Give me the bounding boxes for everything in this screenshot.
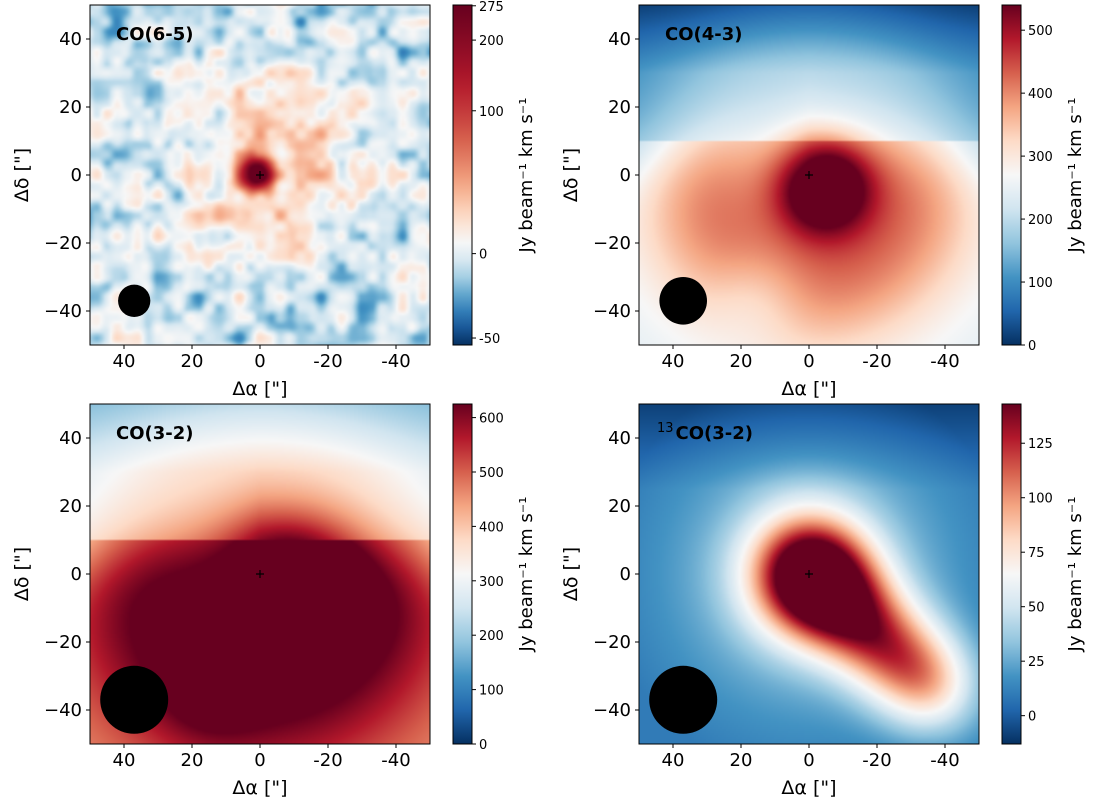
y-tick-label: −20 [593,233,631,254]
colorbar-tick-label: 200 [479,629,504,644]
x-tick-label: 0 [254,750,265,771]
colorbar-tick-label: 100 [1028,492,1053,507]
colorbar [1001,4,1022,346]
colorbar-tick-label: 0 [1028,710,1036,725]
x-tick-label: 0 [803,750,814,771]
y-tick-label: −20 [593,632,631,653]
y-tick-label: 40 [59,29,82,50]
colorbar-tick-label: 25 [1028,655,1045,670]
panel-title: 13 CO(3-2) [657,421,753,444]
colorbar-tick-label: 75 [1028,546,1045,561]
colorbar-tick-label: 600 [479,412,504,427]
x-tick-label: 0 [254,351,265,372]
x-tick-label: -20 [313,351,342,372]
panel-title: CO(3-2) [116,423,193,444]
y-tick-label: 0 [620,564,631,585]
center-marker [256,171,264,179]
colorbar-tick-label: 500 [1028,24,1053,39]
beam-ellipse [649,665,718,734]
colorbar [452,403,473,745]
y-tick-label: −40 [593,700,631,721]
y-tick-label: 40 [608,428,631,449]
y-axis-label: Δδ ["] [11,547,33,601]
colorbar-tick-label: 0 [479,738,487,753]
x-tick-label: 20 [181,351,204,372]
colorbar-tick-label: 500 [479,466,504,481]
beam-ellipse [118,284,151,317]
y-tick-label: −20 [44,632,82,653]
x-tick-label: -20 [862,750,891,771]
x-tick-label: 0 [803,351,814,372]
x-tick-label: -40 [381,351,410,372]
panel-4: 40 20 0 -20 -40 40 20 0 −20 −40 Δα ["] Δδ ["] 13 CO(3… [560,403,1086,799]
y-axis-label: Δδ ["] [560,547,582,601]
y-tick-label: 0 [71,564,82,585]
x-tick-label: 40 [113,351,136,372]
x-axis-label: Δα ["] [781,378,836,400]
x-tick-label: 20 [730,750,753,771]
x-tick-label: 40 [113,750,136,771]
y-tick-label: 20 [608,97,631,118]
x-tick-label: -20 [313,750,342,771]
x-tick-label: -20 [862,351,891,372]
y-tick-label: 40 [59,428,82,449]
colorbar [452,4,473,346]
x-axis-label: Δα ["] [232,378,287,400]
y-tick-label: 0 [620,165,631,186]
colorbar-tick-label: 125 [1028,437,1053,452]
colorbar-tick-label: 300 [479,575,504,590]
x-axis-label: Δα ["] [232,777,287,799]
colorbar [1001,403,1022,745]
colorbar-label: Jy beam⁻¹ km s⁻¹ [516,98,537,254]
x-tick-label: 40 [662,351,685,372]
colorbar-label: Jy beam⁻¹ km s⁻¹ [1065,98,1086,254]
panel-title: CO(4-3) [665,24,742,45]
y-tick-label: −20 [44,233,82,254]
colorbar-tick-label: 400 [479,520,504,535]
x-tick-label: 40 [662,750,685,771]
y-tick-label: −40 [44,700,82,721]
x-tick-label: -40 [381,750,410,771]
center-marker [256,570,264,578]
colorbar-tick-label: 300 [1028,150,1053,165]
x-axis-label: Δα ["] [781,777,836,799]
colorbar-tick-label: 100 [479,684,504,699]
beam-ellipse [659,277,707,325]
colorbar-tick-label: 0 [1028,339,1036,354]
center-marker [805,570,813,578]
panel-title: CO(6-5) [116,24,193,45]
x-tick-label: 20 [181,750,204,771]
title-superscript: 13 [657,421,674,436]
y-tick-label: 40 [608,29,631,50]
colorbar-label: Jy beam⁻¹ km s⁻¹ [1065,497,1086,653]
y-tick-label: −40 [593,301,631,322]
y-tick-label: 20 [59,496,82,517]
colorbar-tick-label: 100 [479,105,504,120]
y-axis-label: Δδ ["] [11,148,33,202]
x-tick-label: 20 [730,351,753,372]
beam-ellipse [100,665,169,734]
y-tick-label: 0 [71,165,82,186]
colorbar-tick-label: -50 [479,332,500,347]
colorbar-tick-label: 100 [1028,276,1053,291]
colorbar-tick-label: 275 [479,0,504,15]
colorbar-tick-label: 200 [1028,213,1053,228]
y-tick-label: 20 [59,97,82,118]
y-tick-label: −40 [44,301,82,322]
center-marker [805,171,813,179]
colorbar-tick-label: 50 [1028,601,1045,616]
title-main: CO(3-2) [676,423,753,444]
x-tick-label: -40 [930,750,959,771]
colorbar-tick-label: 0 [479,248,487,263]
x-tick-label: -40 [930,351,959,372]
y-tick-label: 20 [608,496,631,517]
colorbar-tick-label: 200 [479,34,504,49]
colorbar-label: Jy beam⁻¹ km s⁻¹ [516,497,537,653]
colorbar-tick-label: 400 [1028,87,1053,102]
y-axis-label: Δδ ["] [560,148,582,202]
